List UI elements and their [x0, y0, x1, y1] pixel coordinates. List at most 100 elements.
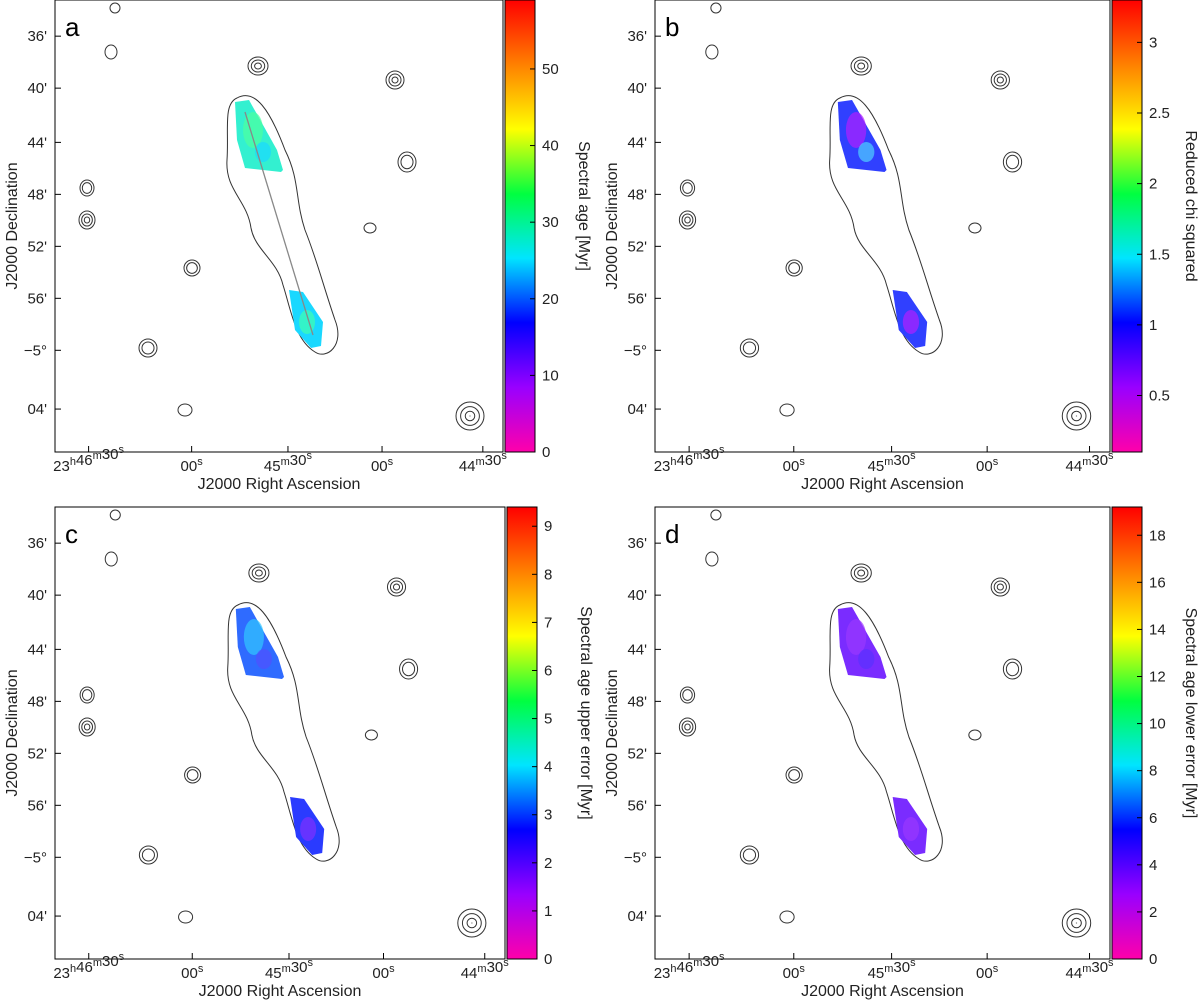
point-source-contour	[364, 729, 378, 741]
y-tick-label: 56'	[27, 797, 47, 814]
y-tick-label: 40'	[627, 80, 647, 97]
x-tick-label: 00s	[976, 456, 999, 475]
point-source-contour	[186, 769, 199, 781]
x-tick-label: 23h46m30s	[53, 444, 124, 475]
x-tick-label: 45m30s	[264, 450, 313, 475]
point-source-contour	[739, 845, 760, 865]
point-source-contour	[83, 723, 91, 731]
x-axis-label: J2000 Right Ascension	[198, 476, 361, 493]
point-source-contour	[78, 717, 96, 737]
y-tick-label: 52'	[627, 745, 647, 762]
y-tick-label: 44'	[27, 641, 47, 658]
colorbar-tick-label: 20	[542, 291, 559, 308]
point-source-contour	[1002, 658, 1023, 680]
y-tick-label: 48'	[27, 693, 47, 710]
y-tick-label: 56'	[627, 797, 647, 814]
y-tick-label: 56'	[627, 290, 647, 307]
x-tick-label: 45m30s	[265, 957, 314, 982]
colorbar-tick-label: 2.5	[1149, 105, 1170, 122]
y-axis-label: J2000 Declination	[604, 162, 621, 289]
point-source-contour	[682, 689, 693, 701]
jet-axis-line	[244, 111, 314, 336]
plot-frame	[654, 506, 1111, 960]
point-source-contour	[81, 720, 94, 734]
point-source-contour	[138, 845, 158, 865]
x-tick-label: 44m30s	[461, 957, 510, 982]
y-tick-label: −5°	[24, 849, 47, 866]
y-tick-label: 40'	[627, 587, 647, 604]
point-source-contour	[81, 182, 93, 194]
colorbar-tick-label: 4	[544, 759, 552, 776]
point-source-contour	[177, 403, 193, 417]
point-source-contour	[679, 686, 696, 704]
point-source-contour	[785, 259, 803, 277]
point-source-contour	[457, 908, 487, 938]
point-source-contour	[857, 569, 866, 577]
point-source-contour	[996, 583, 1004, 591]
point-source-contour	[399, 658, 419, 680]
colorbar-tick-label: 18	[1149, 527, 1166, 544]
x-tick-label: 00s	[783, 963, 806, 982]
y-tick-label: 52'	[27, 238, 47, 255]
colorbar	[504, 0, 536, 453]
y-tick-label: 36'	[27, 535, 47, 552]
plot-frame	[654, 0, 1111, 453]
colorbar-tick-label: 2	[1149, 176, 1157, 193]
colorbar-tick-label: 30	[542, 214, 559, 231]
point-source-contour	[138, 338, 158, 358]
point-source-contour	[388, 73, 402, 87]
point-source-contour	[1066, 913, 1087, 933]
point-source-contour	[247, 56, 269, 76]
y-tick-label: 40'	[27, 587, 47, 604]
colorbar-tick-label: 40	[542, 138, 559, 155]
colorbar-tick-label: 9	[544, 518, 552, 535]
point-source-contour	[391, 76, 399, 84]
north-lobe-patch	[858, 649, 875, 669]
north-lobe-patch	[858, 142, 875, 162]
point-source-contour	[183, 259, 201, 277]
y-tick-label: 44'	[627, 641, 647, 658]
point-source-contour	[254, 569, 263, 577]
panel-letter: c	[65, 519, 78, 549]
x-tick-label: 23h46m30s	[53, 951, 124, 982]
colorbar-label: Spectral age [Myr]	[575, 141, 592, 271]
point-source-contour	[681, 720, 694, 734]
y-tick-label: 52'	[27, 745, 47, 762]
point-source-contour	[993, 580, 1007, 594]
y-tick-label: 52'	[627, 238, 647, 255]
point-source-contour	[386, 577, 407, 597]
x-axis-label: J2000 Right Ascension	[801, 476, 964, 493]
point-source-contour	[104, 44, 118, 60]
point-source-contour	[251, 566, 267, 580]
point-source-contour	[455, 401, 485, 431]
point-source-contour	[466, 917, 478, 929]
point-source-contour	[739, 338, 760, 358]
colorbar-tick-label: 5	[544, 711, 552, 728]
point-source-contour	[1066, 406, 1087, 426]
colorbar	[506, 506, 538, 960]
x-tick-label: 23h46m30s	[654, 951, 725, 982]
point-source-contour	[81, 689, 93, 701]
point-source-contour	[385, 70, 405, 90]
panel-c: 36' 40' 44' 48' 52' 56' −5° 04' 23h46m30s 00s 45m3…	[4, 506, 594, 1000]
point-source-contour	[742, 848, 757, 862]
y-tick-label: 04'	[627, 908, 647, 925]
x-tick-label: 00s	[371, 456, 394, 475]
y-tick-label: −5°	[24, 342, 47, 359]
point-source-contour	[363, 222, 377, 234]
south-lobe-patch	[300, 817, 317, 841]
point-source-contour	[1061, 908, 1092, 938]
point-source-contour	[78, 210, 96, 230]
panel-d: 36' 40' 44' 48' 52' 56' −5° 04' 23h46m30s 00s 45m3…	[604, 506, 1199, 1000]
y-tick-label: 36'	[627, 535, 647, 552]
point-source-contour	[853, 59, 869, 73]
point-source-contour	[141, 848, 155, 862]
colorbar-tick-label: 2	[544, 855, 552, 872]
colorbar-label: Reduced chi squared	[1182, 130, 1199, 281]
point-source-contour	[254, 62, 262, 70]
point-source-contour	[968, 729, 982, 741]
colorbar-tick-label: 16	[1149, 574, 1166, 591]
point-source-contour	[788, 769, 801, 781]
point-source-contour	[83, 216, 91, 224]
